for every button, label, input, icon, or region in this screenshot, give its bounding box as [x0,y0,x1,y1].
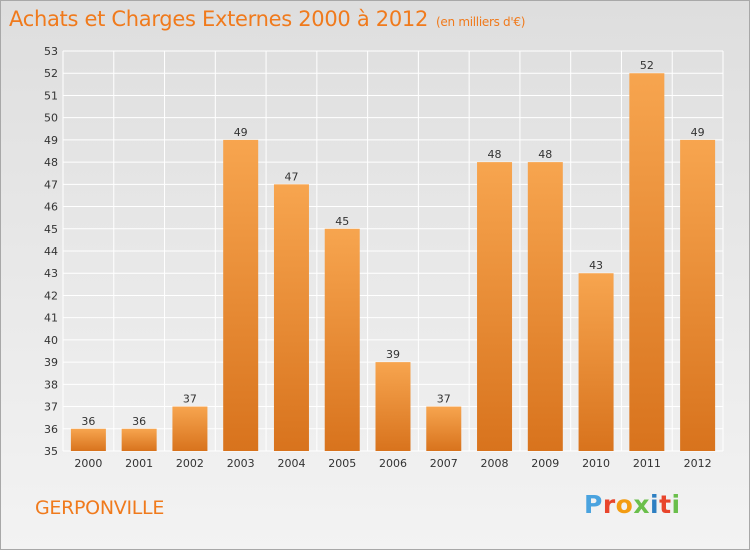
y-tick-label: 47 [44,178,58,191]
y-tick-label: 46 [44,201,58,214]
logo-letter: r [602,490,616,519]
x-tick-label: 2002 [176,457,204,470]
y-tick-label: 51 [44,89,58,102]
bar [273,184,309,452]
data-label: 39 [386,348,400,361]
bar [527,162,563,451]
logo-letter: i [671,490,681,519]
x-tick-label: 2003 [227,457,255,470]
x-tick-label: 2009 [531,457,559,470]
x-tick-label: 2004 [277,457,305,470]
y-tick-label: 44 [44,245,58,258]
bar [629,73,665,451]
logo-letter: i [650,490,660,519]
logo-letter: t [659,490,672,519]
data-label: 47 [284,170,298,183]
bars [70,73,716,452]
bar [172,406,208,451]
data-labels: 36 36 37 49 47 45 39 37 48 48 43 52 49 [81,59,704,428]
logo-letter: o [615,490,634,519]
y-tick-label: 49 [44,134,58,147]
x-tick-label: 2000 [74,457,102,470]
bar [375,362,411,451]
y-tick-label: 38 [44,378,58,391]
bar [121,428,157,451]
bar [223,139,259,451]
y-tick-label: 53 [44,45,58,58]
y-tick-label: 35 [44,445,58,458]
bar [680,139,716,451]
y-tick-label: 52 [44,67,58,80]
y-tick-label: 40 [44,334,58,347]
y-tick-label: 39 [44,356,58,369]
data-label: 49 [691,126,705,139]
chart-title: Achats et Charges Externes 2000 à 2012 (e… [9,7,525,31]
x-tick-label: 2005 [328,457,356,470]
logo-letter: x [633,490,650,519]
data-label: 37 [437,393,451,406]
title-unit: (en milliers d'€) [436,15,526,29]
x-tick-label: 2012 [684,457,712,470]
data-label: 43 [589,259,603,272]
data-label: 49 [234,126,248,139]
data-label: 37 [183,393,197,406]
title-text: Achats et Charges Externes 2000 à 2012 [9,7,429,31]
y-tick-label: 42 [44,289,58,302]
data-label: 36 [81,415,95,428]
bar [70,428,106,451]
data-label: 48 [538,148,552,161]
y-tick-label: 36 [44,423,58,436]
bar [324,228,360,451]
data-label: 45 [335,215,349,228]
y-tick-label: 48 [44,156,58,169]
x-tick-label: 2010 [582,457,610,470]
x-axis: 2000 2001 2002 2003 2004 2005 2006 2007 2008 2009… [74,457,711,470]
data-label: 52 [640,59,654,72]
y-tick-label: 41 [44,312,58,325]
data-label: 36 [132,415,146,428]
y-tick-label: 45 [44,223,58,236]
logo-letter: P [584,490,603,519]
y-tick-label: 43 [44,267,58,280]
x-tick-label: 2006 [379,457,407,470]
commune-name: GERPONVILLE [35,497,165,519]
y-tick-label: 37 [44,401,58,414]
bar [477,162,513,451]
bar [426,406,462,451]
bar [578,273,614,451]
y-axis: 35 36 37 38 39 40 41 42 43 44 45 46 47 48 49 50 51 52 53 [44,45,58,458]
y-tick-label: 50 [44,112,58,125]
x-tick-label: 2011 [633,457,661,470]
proxiti-logo[interactable]: Proxiti [584,490,681,519]
x-tick-label: 2007 [430,457,458,470]
x-tick-label: 2001 [125,457,153,470]
x-tick-label: 2008 [481,457,509,470]
data-label: 48 [488,148,502,161]
